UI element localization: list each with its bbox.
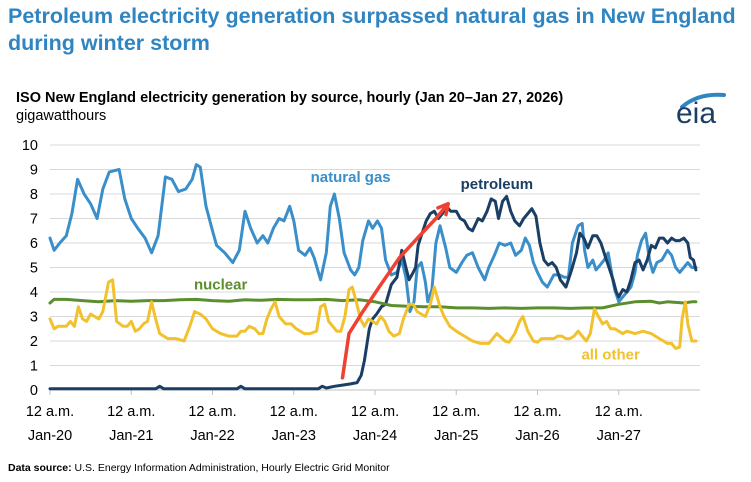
x-tick-label-date: Jan-27 — [597, 428, 641, 444]
x-tick-label-time: 12 a.m. — [107, 404, 155, 420]
x-tick-label-time: 12 a.m. — [513, 404, 561, 420]
series-line-nuclear — [48, 297, 698, 310]
headline: Petroleum electricity generation surpass… — [8, 4, 736, 55]
x-tick-label-date: Jan-20 — [28, 428, 72, 444]
annotation — [340, 202, 450, 380]
chart-title: ISO New England electricity generation b… — [16, 90, 564, 106]
x-tick-label-time: 12 a.m. — [595, 404, 643, 420]
y-tick-label: 10 — [22, 138, 38, 154]
x-tick-label-date: Jan-23 — [272, 428, 316, 444]
series-labels: natural gas petroleum nuclear all other — [194, 169, 640, 364]
y-tick-label: 1 — [30, 359, 38, 375]
annotation-arrow-shaft — [340, 202, 450, 380]
y-tick-label: 8 — [30, 187, 38, 203]
y-tick-label: 9 — [30, 163, 38, 179]
y-tick-label: 4 — [30, 285, 38, 301]
x-tick-label-time: 12 a.m. — [270, 404, 318, 420]
annotation-arrow-head — [436, 202, 450, 217]
y-axis-units-label: gigawatthours — [16, 108, 107, 124]
series-label-natural-gas: natural gas — [311, 169, 391, 186]
y-tick-label: 5 — [30, 261, 38, 277]
y-tick-label: 3 — [30, 310, 38, 326]
series-line-all-other — [48, 278, 698, 350]
x-tick-label-date: Jan-21 — [109, 428, 153, 444]
y-tick-label: 0 — [30, 383, 38, 399]
data-source-label: Data source: — [8, 462, 72, 474]
x-tick-label-date: Jan-24 — [353, 428, 397, 444]
eia-logo-text: eia — [676, 97, 717, 130]
x-tick-label-time: 12 a.m. — [26, 404, 74, 420]
data-source-note: Data source: U.S. Energy Information Adm… — [8, 462, 390, 474]
series-line-petroleum — [48, 194, 698, 391]
y-tick-label: 7 — [30, 212, 38, 228]
y-tick-label: 6 — [30, 236, 38, 252]
eia-logo: eia — [676, 85, 728, 135]
x-axis-ticks: 12 a.m. Jan-20 12 a.m. Jan-21 12 a.m. Jan-22 1… — [26, 390, 643, 444]
series-label-nuclear: nuclear — [194, 277, 248, 294]
x-tick-label-date: Jan-22 — [190, 428, 234, 444]
y-tick-label: 2 — [30, 334, 38, 350]
series-lines — [48, 163, 698, 391]
data-source-text: U.S. Energy Information Administration, … — [71, 462, 390, 474]
x-tick-label-date: Jan-25 — [434, 428, 478, 444]
x-tick-label-time: 12 a.m. — [351, 404, 399, 420]
x-tick-label-time: 12 a.m. — [432, 404, 480, 420]
y-axis-ticks: 0 1 2 3 4 5 6 7 8 9 10 — [22, 138, 38, 399]
eia-logo-swoosh-icon — [680, 92, 726, 109]
series-label-all-other: all other — [581, 346, 640, 363]
x-tick-label-time: 12 a.m. — [188, 404, 236, 420]
x-tick-label-date: Jan-26 — [515, 428, 559, 444]
series-label-petroleum: petroleum — [461, 176, 534, 193]
